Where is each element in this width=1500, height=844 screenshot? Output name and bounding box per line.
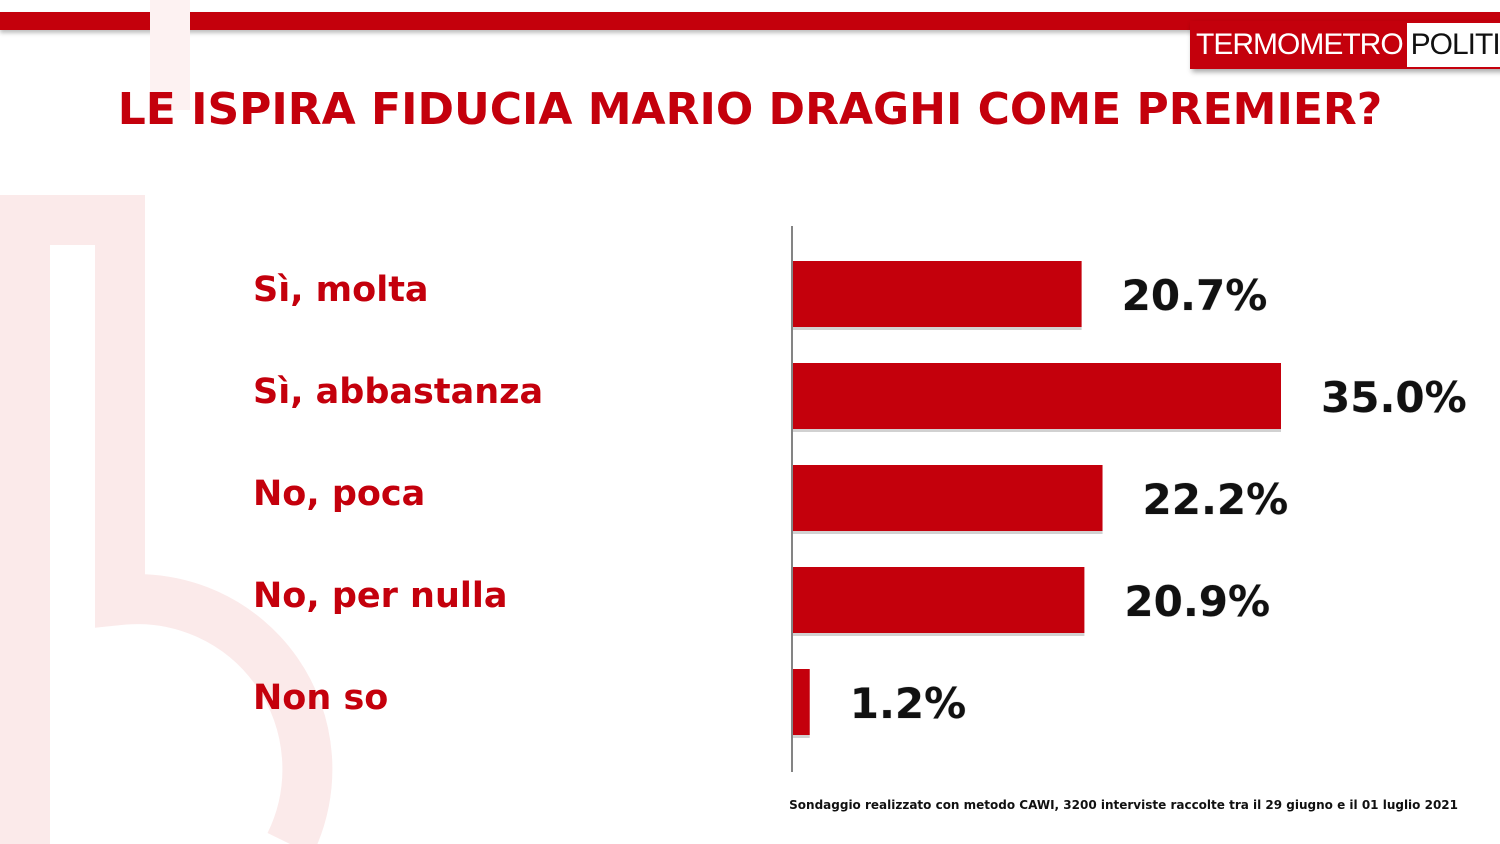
bar <box>793 363 1281 429</box>
chart-title: LE ISPIRA FIDUCIA MARIO DRAGHI COME PREM… <box>117 84 1383 135</box>
bar <box>793 261 1082 327</box>
category-label: Sì, molta <box>253 270 429 310</box>
value-label: 1.2% <box>850 679 966 728</box>
value-label: 22.2% <box>1143 475 1289 524</box>
bar <box>793 465 1103 531</box>
value-label: 20.9% <box>1124 577 1270 626</box>
bar-shadow <box>793 633 1085 636</box>
top-red-stripe <box>0 12 1500 30</box>
bar-shadow <box>793 735 810 738</box>
termometro-politico-logo: TERMOMETRO POLITICO <box>1190 21 1500 69</box>
bar-shadow <box>793 429 1281 432</box>
bar-shadow <box>793 327 1082 330</box>
value-label: 20.7% <box>1122 271 1268 320</box>
logo-part-termometro: TERMOMETRO <box>1190 21 1407 69</box>
category-label: No, per nulla <box>253 576 508 616</box>
survey-footnote: Sondaggio realizzato con metodo CAWI, 32… <box>789 798 1458 812</box>
bar <box>793 669 810 735</box>
category-label: Non so <box>253 678 389 718</box>
bar <box>793 567 1085 633</box>
category-label: No, poca <box>253 474 426 514</box>
logo-part-politico: POLITICO <box>1406 21 1500 69</box>
value-label: 35.0% <box>1321 373 1467 422</box>
category-label: Sì, abbastanza <box>253 372 544 412</box>
bar-shadow <box>793 531 1103 534</box>
